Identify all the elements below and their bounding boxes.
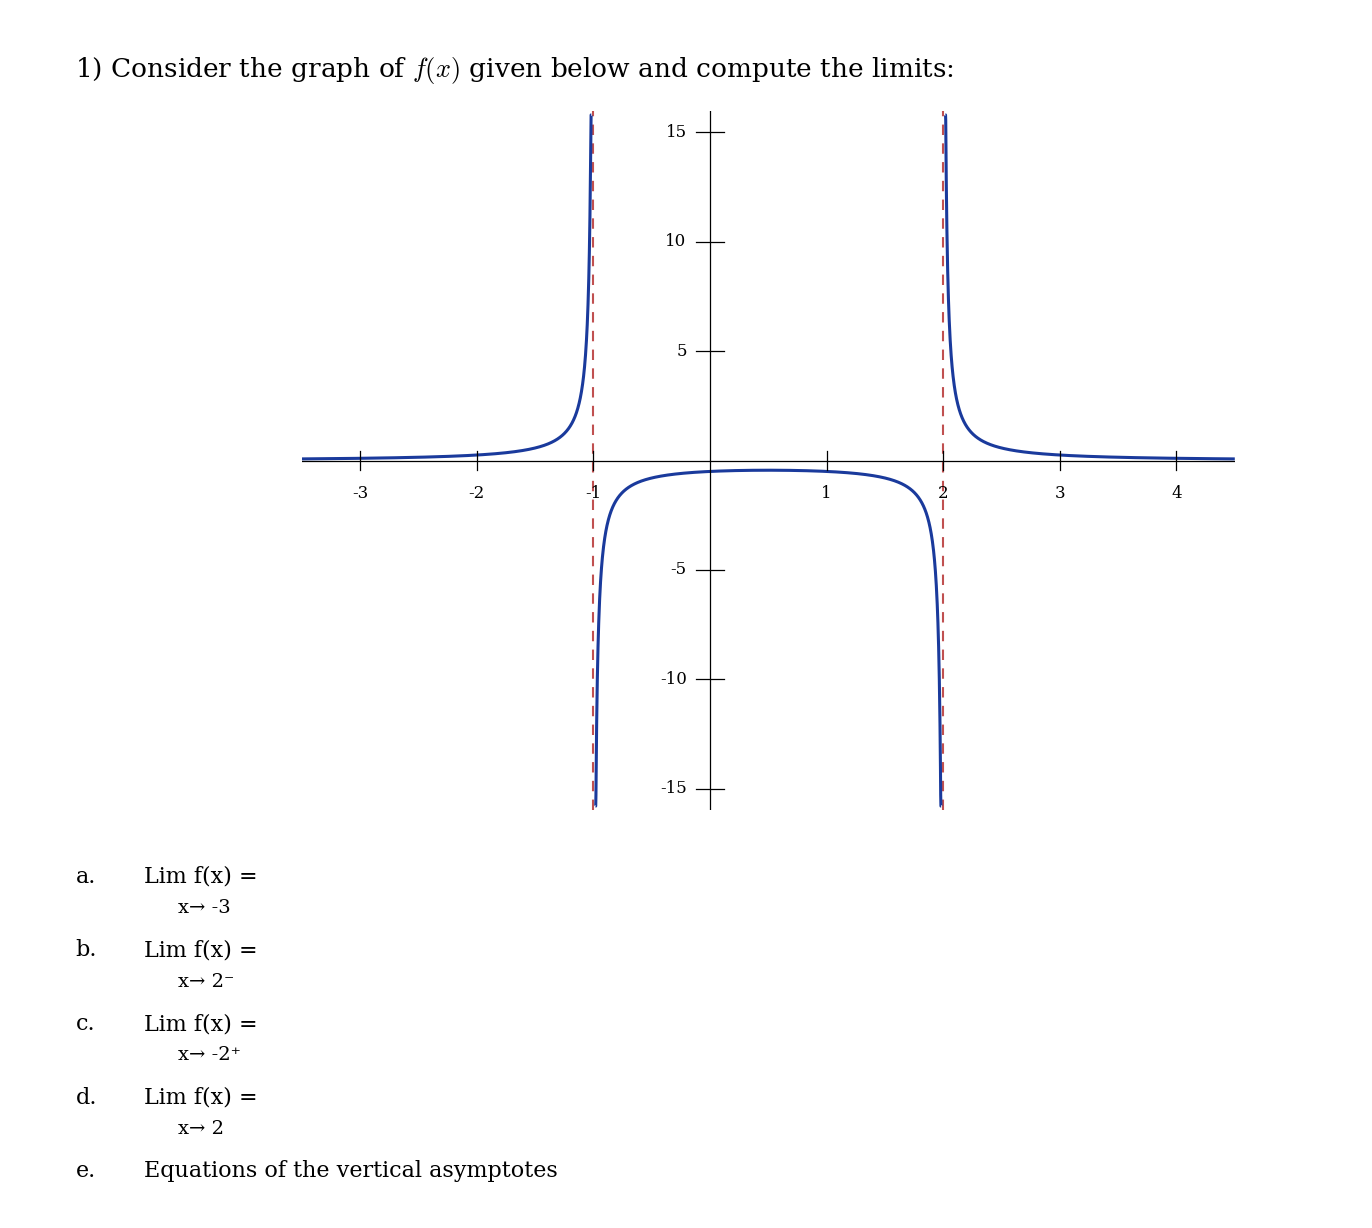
Text: Lim f(x) =: Lim f(x) = bbox=[144, 1087, 258, 1109]
Text: 5: 5 bbox=[676, 343, 687, 360]
Text: c.: c. bbox=[75, 1013, 95, 1035]
Text: Equations of the vertical asymptotes: Equations of the vertical asymptotes bbox=[144, 1160, 558, 1183]
Text: 3: 3 bbox=[1055, 485, 1065, 501]
Text: -5: -5 bbox=[671, 561, 687, 578]
Text: Lim f(x) =: Lim f(x) = bbox=[144, 939, 258, 962]
Text: 15: 15 bbox=[665, 124, 687, 141]
Text: -3: -3 bbox=[353, 485, 368, 501]
Text: -2: -2 bbox=[469, 485, 484, 501]
Text: -15: -15 bbox=[660, 780, 687, 797]
Text: 1) Consider the graph of $f(x)$ given below and compute the limits:: 1) Consider the graph of $f(x)$ given be… bbox=[75, 55, 955, 86]
Text: -10: -10 bbox=[660, 670, 687, 688]
Text: b.: b. bbox=[75, 939, 97, 962]
Text: x→ 2: x→ 2 bbox=[178, 1120, 225, 1138]
Text: d.: d. bbox=[75, 1087, 97, 1109]
Text: e.: e. bbox=[75, 1160, 96, 1183]
Text: -1: -1 bbox=[586, 485, 601, 501]
Text: 2: 2 bbox=[938, 485, 948, 501]
Text: Lim f(x) =: Lim f(x) = bbox=[144, 1013, 258, 1035]
Text: x→ -3: x→ -3 bbox=[178, 899, 230, 917]
Text: a.: a. bbox=[75, 866, 96, 888]
Text: 10: 10 bbox=[665, 233, 687, 251]
Text: Lim f(x) =: Lim f(x) = bbox=[144, 866, 258, 888]
Text: 1: 1 bbox=[822, 485, 831, 501]
Text: x→ -2⁺: x→ -2⁺ bbox=[178, 1046, 241, 1065]
Text: x→ 2⁻: x→ 2⁻ bbox=[178, 973, 235, 991]
Text: 4: 4 bbox=[1172, 485, 1181, 501]
